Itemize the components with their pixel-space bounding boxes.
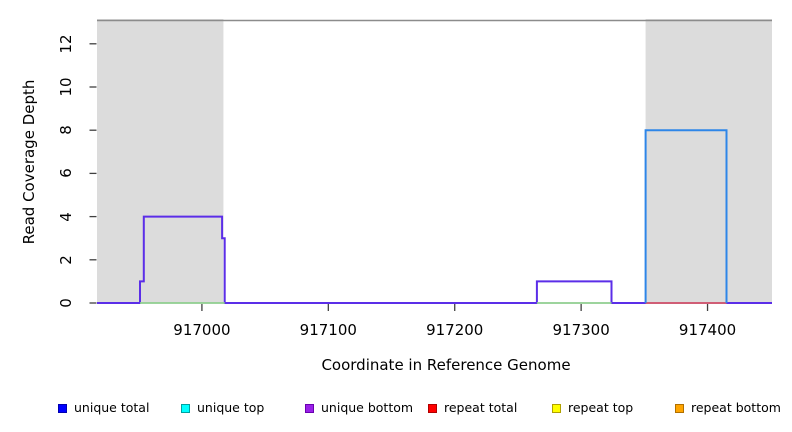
x-tick-label: 917100 <box>299 321 357 339</box>
legend-swatch-icon <box>58 403 67 413</box>
legend-label: unique bottom <box>321 400 414 415</box>
legend-swatch-icon <box>428 403 437 413</box>
x-tick-label: 917200 <box>426 321 484 339</box>
legend-item-unique-bottom: unique bottom <box>305 401 413 415</box>
legend-item-unique-total: unique total <box>58 401 149 415</box>
x-tick-label: 917400 <box>678 321 737 339</box>
y-tick-label: 10 <box>57 77 75 97</box>
legend-label: unique top <box>197 400 265 415</box>
y-tick-label: 4 <box>57 211 75 222</box>
legend-label: unique total <box>74 400 150 415</box>
y-tick-label: 2 <box>57 255 75 265</box>
legend-label: repeat total <box>444 400 518 415</box>
x-tick-label: 917000 <box>173 321 231 339</box>
legend-swatch-icon <box>305 403 314 413</box>
legend-item-unique-top: unique top <box>181 401 264 415</box>
repeat-region-shade <box>645 19 772 303</box>
y-axis-title: Read Coverage Depth <box>20 79 38 245</box>
legend-item-repeat-total: repeat total <box>428 401 517 415</box>
legend-label: repeat top <box>568 400 634 415</box>
y-tick-label: 12 <box>57 34 75 54</box>
legend-label: repeat bottom <box>691 400 781 415</box>
repeat-region-shade <box>97 19 224 303</box>
x-axis-title: Coordinate in Reference Genome <box>321 356 571 374</box>
y-tick-label: 8 <box>57 125 75 135</box>
legend-item-repeat-top: repeat top <box>552 401 633 415</box>
legend-item-repeat-bottom: repeat bottom <box>675 401 781 415</box>
legend-swatch-icon <box>552 403 561 413</box>
y-tick-label: 0 <box>57 298 75 308</box>
legend-swatch-icon <box>181 403 190 413</box>
series-unique-total-line <box>644 129 728 303</box>
y-tick-label: 6 <box>57 168 75 179</box>
x-tick-label: 917300 <box>552 321 610 339</box>
legend-swatch-icon <box>675 403 684 413</box>
series-unique-bottom-line <box>97 215 772 304</box>
